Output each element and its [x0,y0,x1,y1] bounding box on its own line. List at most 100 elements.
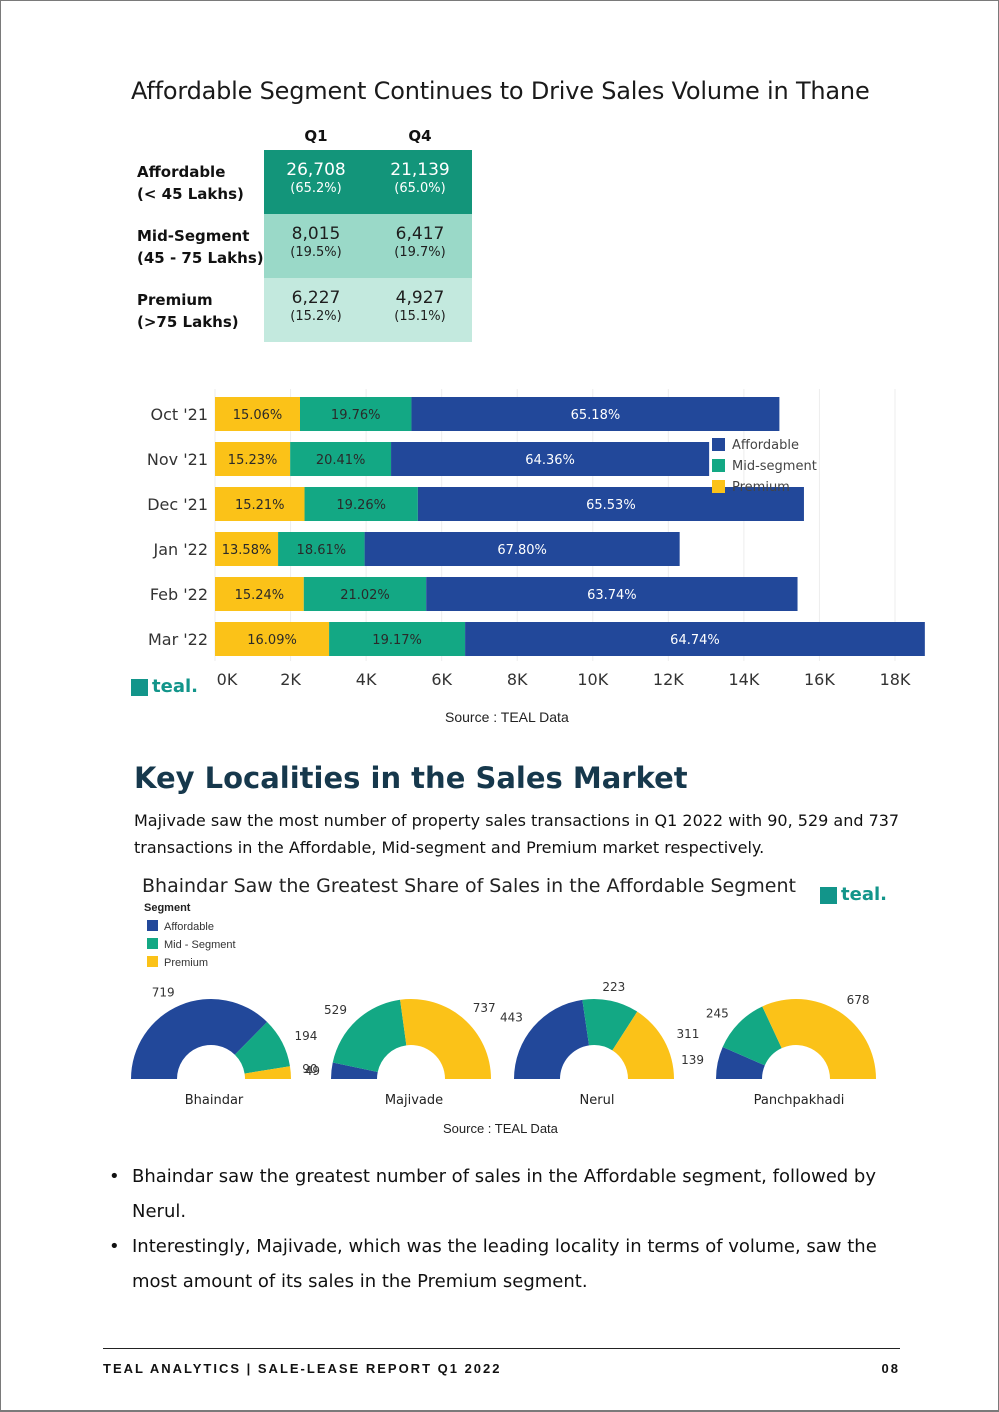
data-label: 19.26% [336,498,386,513]
category-label: Dec '21 [147,495,208,514]
donut-slice-affordable [716,1047,765,1079]
row-label-line: Affordable [137,163,226,181]
x-tick-label: 16K [804,670,835,689]
legend-swatch [712,480,725,493]
table-cell: 26,708 (65.2%) [264,150,368,214]
bar-segment-premium [215,532,279,566]
legend-swatch-premium [147,956,158,967]
row-label-mid-segment: Mid-Segment (45 - 75 Lakhs) [137,225,264,269]
donut-slice-mid [332,999,407,1072]
data-label: 15.21% [235,498,285,513]
bar-segment-premium [215,622,330,656]
x-tick-label: 10K [577,670,608,689]
cell-value: 6,227 [291,288,341,308]
bar-segment-affordable [417,487,804,521]
logo-mark-icon [131,679,148,696]
bar-segment-affordable [426,577,798,611]
donut-chart-title: Bhaindar Saw the Greatest Share of Sales… [142,875,796,897]
data-label: 67.80% [497,543,547,558]
donut-slice-mid [234,1021,290,1074]
cell-percent: (65.2%) [290,181,342,196]
donut-slice-mid [582,999,638,1051]
bar-segment-affordable [391,442,710,476]
bullet-list: Bhaindar saw the greatest number of sale… [107,1159,907,1299]
donut-value-label: 443 [500,1011,523,1025]
bar-segment-premium [215,487,305,521]
legend-swatch-affordable [147,920,158,931]
data-label: 63.74% [587,588,637,603]
donut-value-label: 139 [681,1053,704,1067]
table-header-q4: Q4 [408,127,432,145]
legend-swatch [712,438,725,451]
cell-percent: (19.5%) [290,245,342,260]
row-label-premium: Premium (>75 Lakhs) [137,289,239,333]
donut-value-label: 90 [302,1062,317,1076]
donut-slice-premium [612,1011,674,1079]
donut-slice-affordable [331,1062,378,1079]
bar-segment-affordable [465,622,925,656]
locality-label: Nerul [580,1093,615,1108]
data-label: 15.23% [228,453,278,468]
legend-label: Mid-segment [732,459,817,474]
x-tick-label: 6K [431,670,452,689]
donut-value-label: 311 [676,1027,699,1041]
table-cell: 21,139 (65.0%) [368,150,472,214]
category-label: Jan '22 [152,540,208,559]
bar-segment-premium [215,442,291,476]
donut-value-label: 245 [706,1006,729,1020]
legend-label: Affordable [732,438,799,453]
table-cell: 6,417 (19.7%) [368,214,472,278]
logo-text: teal. [841,884,887,905]
cell-value: 6,417 [395,224,445,244]
data-label: 15.06% [233,408,283,423]
x-tick-label: 12K [653,670,684,689]
data-label: 16.09% [247,633,297,648]
row-label-line: Premium [137,291,213,309]
legend-label: Premium [164,957,209,969]
donut-slice-premium [244,1066,291,1079]
donut-slice-premium [762,999,876,1079]
legend-swatch-mid-segment [147,938,158,949]
bullet-item: Bhaindar saw the greatest number of sale… [107,1159,907,1229]
chart-title: Affordable Segment Continues to Drive Sa… [131,77,870,105]
cell-value: 21,139 [390,160,450,180]
donut-slice-mid [722,1006,782,1066]
category-label: Feb '22 [150,585,208,604]
source-note: Source : TEAL Data [445,709,569,725]
cell-percent: (15.2%) [290,309,342,324]
cell-percent: (19.7%) [394,245,446,260]
donut-value-label: 529 [324,1003,347,1017]
data-label: 15.24% [235,588,285,603]
row-label-line: Mid-Segment [137,227,250,245]
cell-value: 8,015 [291,224,341,244]
data-label: 21.02% [340,588,390,603]
cell-value: 4,927 [395,288,445,308]
donut-slice-premium [400,999,491,1079]
row-label-line: (< 45 Lakhs) [137,185,244,203]
x-tick-label: 2K [280,670,301,689]
x-tick-label: 18K [880,670,911,689]
locality-label: Panchpakhadi [754,1093,845,1108]
data-label: 20.41% [316,453,366,468]
data-label: 13.58% [222,543,272,558]
locality-label: Bhaindar [185,1093,244,1108]
data-label: 19.17% [372,633,422,648]
source-note: Source : TEAL Data [443,1121,558,1136]
cell-value: 26,708 [286,160,346,180]
bar-segment-premium [215,577,304,611]
legend-label: Premium [732,480,790,495]
bar-segment-mid-segment [290,442,392,476]
category-label: Mar '22 [148,630,208,649]
page-number: 08 [881,1361,900,1376]
locality-label: Majivade [385,1093,443,1108]
bar-segment-mid-segment [278,532,365,566]
legend-title: Segment [144,902,191,914]
bar-segment-affordable [411,397,780,431]
section-heading: Key Localities in the Sales Market [134,761,688,795]
donut-value-label: 49 [305,1064,320,1078]
table-cell: 4,927 (15.1%) [368,278,472,342]
donut-value-label: 719 [152,985,175,999]
donut-value-label: 194 [295,1029,318,1043]
legend-item-affordable: Affordable [147,920,214,933]
